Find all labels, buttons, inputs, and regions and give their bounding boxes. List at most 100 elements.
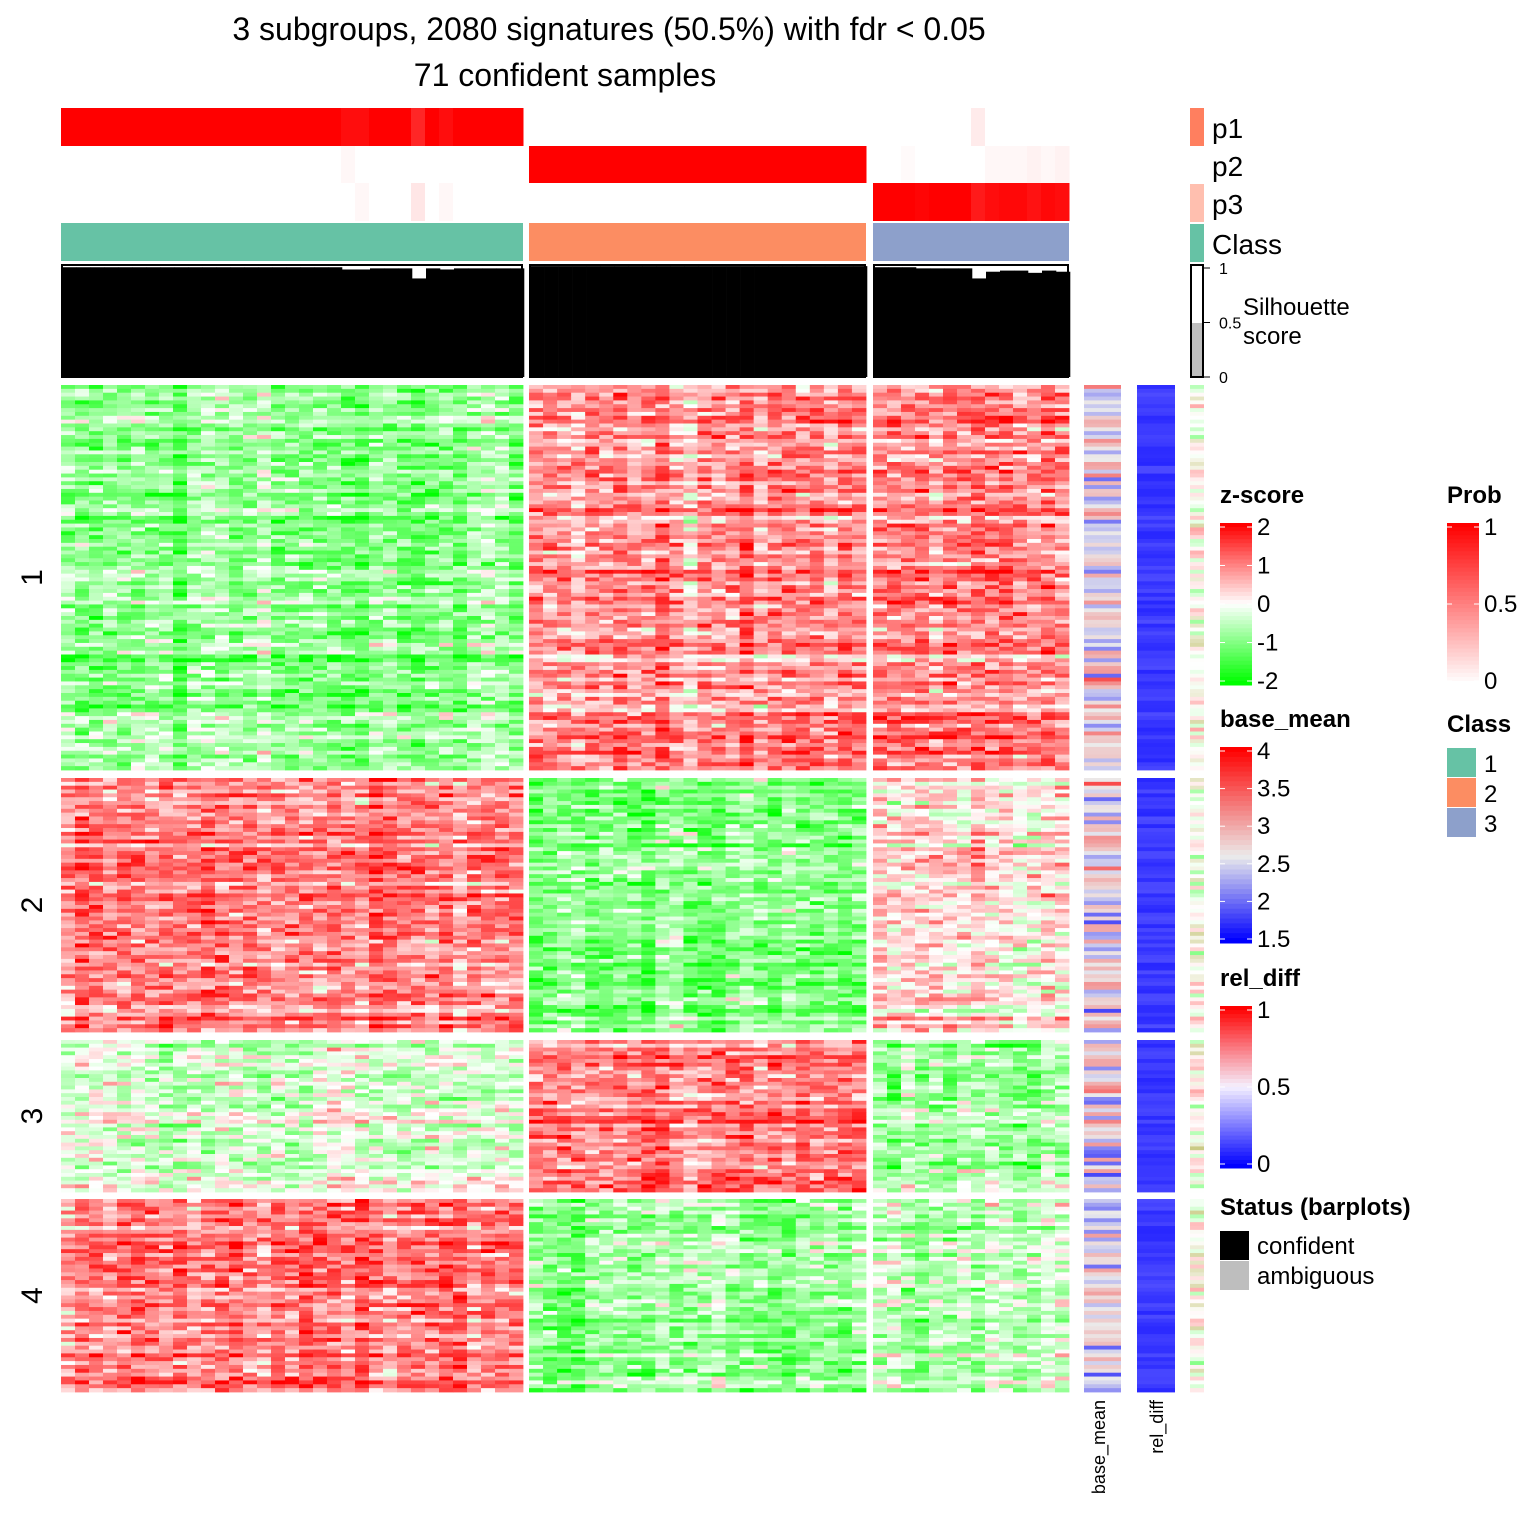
heatmap-cell	[495, 392, 510, 397]
heatmap-cell	[697, 500, 712, 505]
heatmap-cell	[397, 696, 412, 702]
heatmap-cell	[697, 431, 712, 436]
heatmap-cell	[61, 446, 76, 451]
heatmap-cell	[669, 546, 684, 551]
heatmap-cell	[117, 727, 132, 732]
heatmap-cell	[509, 419, 524, 424]
heatmap-cell	[495, 631, 510, 636]
heatmap-cell	[543, 427, 558, 432]
heatmap-cell	[599, 438, 614, 444]
heatmap-cell	[159, 689, 174, 694]
heatmap-cell	[117, 462, 132, 467]
heatmap-cell	[201, 627, 216, 632]
heatmap-cell	[599, 454, 614, 459]
heatmap-cell	[571, 735, 586, 740]
heatmap-cell	[355, 650, 370, 655]
heatmap-cell	[411, 639, 426, 644]
heatmap-cell	[355, 419, 370, 424]
heatmap-cell	[271, 693, 286, 698]
heatmap-cell	[453, 623, 468, 628]
heatmap-cell	[355, 735, 370, 740]
heatmap-cell	[467, 704, 482, 709]
heatmap-cell	[711, 642, 726, 648]
heatmap-cell	[529, 727, 544, 732]
heatmap-cell	[543, 708, 558, 713]
heatmap-cell	[481, 523, 496, 528]
heatmap-cell	[481, 685, 496, 690]
heatmap-cell	[509, 435, 524, 440]
heatmap-cell	[397, 654, 412, 659]
heatmap-cell	[383, 619, 398, 625]
heatmap-cell	[411, 531, 426, 536]
heatmap-cell	[571, 462, 586, 467]
heatmap-cell	[669, 469, 684, 474]
heatmap-cell	[599, 427, 614, 432]
heatmap-cell	[425, 458, 440, 463]
heatmap-cell	[271, 619, 286, 625]
heatmap-cell	[271, 431, 286, 436]
heatmap-cell	[229, 523, 244, 528]
heatmap-cell	[529, 619, 544, 625]
prob-p3-cell	[411, 183, 426, 221]
heatmap-cell	[117, 408, 132, 413]
heatmap-cell	[669, 569, 684, 575]
heatmap-cell	[341, 473, 356, 478]
heatmap-cell	[299, 758, 314, 763]
heatmap-cell	[145, 450, 160, 455]
heatmap-cell	[369, 623, 384, 628]
heatmap-cell	[411, 623, 426, 628]
heatmap-cell	[397, 585, 412, 590]
heatmap-cell	[229, 581, 244, 586]
heatmap-cell	[655, 616, 670, 621]
heatmap-cell	[613, 515, 628, 521]
heatmap-cell	[159, 539, 174, 544]
heatmap-cell	[543, 454, 558, 459]
heatmap-cell	[271, 669, 286, 675]
heatmap-cell	[355, 743, 370, 748]
heatmap-cell	[187, 677, 202, 682]
heatmap-cell	[571, 542, 586, 548]
heatmap-cell	[467, 554, 482, 559]
heatmap-cell	[257, 754, 272, 759]
heatmap-cell	[425, 654, 440, 659]
heatmap-cell	[61, 693, 76, 698]
heatmap-cell	[571, 727, 586, 732]
heatmap-cell	[509, 573, 524, 578]
heatmap-cell	[509, 589, 524, 594]
heatmap-cell	[271, 627, 286, 632]
heatmap-cell	[187, 754, 202, 759]
heatmap-cell	[453, 754, 468, 759]
heatmap-cell	[271, 400, 286, 405]
heatmap-cell	[481, 446, 496, 451]
heatmap-cell	[453, 496, 468, 501]
heatmap-cell	[411, 485, 426, 490]
heatmap-cell	[285, 577, 300, 582]
heatmap-cell	[655, 758, 670, 763]
heatmap-cell	[509, 704, 524, 709]
heatmap-cell	[173, 473, 188, 478]
heatmap-cell	[145, 535, 160, 540]
heatmap-cell	[117, 596, 132, 601]
heatmap-cell	[145, 708, 160, 713]
heatmap-cell	[201, 385, 216, 390]
prob-p2-cell	[495, 146, 510, 183]
heatmap-cell	[159, 469, 174, 474]
heatmap-cell	[369, 438, 384, 444]
heatmap-cell	[75, 527, 90, 532]
heatmap-cell	[341, 573, 356, 578]
heatmap-cell	[571, 546, 586, 551]
heatmap-cell	[243, 546, 258, 551]
heatmap-cell	[131, 565, 146, 571]
heatmap-cell	[543, 569, 558, 575]
heatmap-cell	[641, 427, 656, 432]
heatmap-cell	[173, 750, 188, 755]
heatmap-cell	[585, 504, 600, 509]
heatmap-cell	[327, 669, 342, 675]
heatmap-cell	[341, 700, 356, 705]
heatmap-cell	[697, 404, 712, 409]
heatmap-cell	[299, 542, 314, 548]
heatmap-cell	[187, 400, 202, 405]
heatmap-cell	[159, 450, 174, 455]
heatmap-cell	[627, 746, 642, 752]
heatmap-cell	[355, 469, 370, 474]
